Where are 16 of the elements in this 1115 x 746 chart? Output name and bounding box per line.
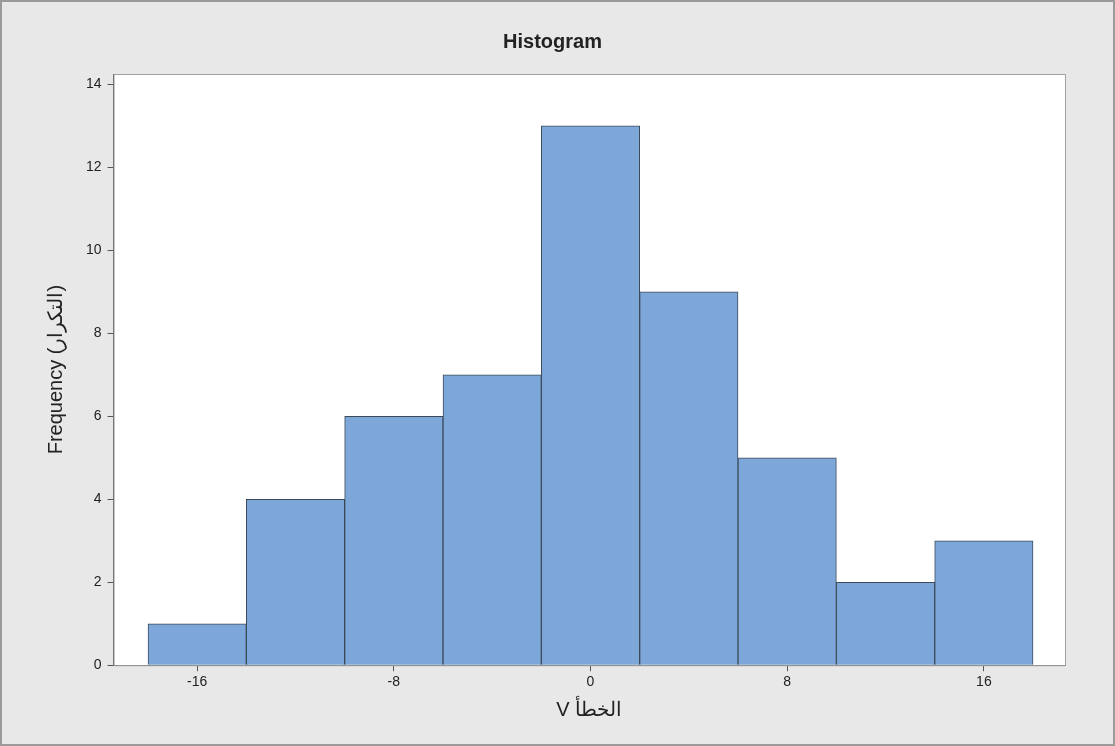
x-tick-label: 0 (586, 673, 595, 690)
x-axis-title: V الخطأ (556, 694, 623, 720)
x-tick-label: 8 (783, 673, 792, 690)
x-tick-label: 16 (976, 673, 992, 690)
y-tick-label: 12 (85, 158, 102, 175)
y-tick-label: 8 (93, 324, 102, 341)
y-tick-label: 4 (93, 490, 102, 507)
y-tick-label: 0 (93, 656, 102, 673)
y-axis-title: Frequency (التكرار) (43, 284, 67, 455)
x-tick-label: -8 (387, 673, 401, 690)
chart-title: Histogram (503, 29, 602, 52)
x-tick-label: -16 (187, 673, 208, 690)
y-tick-label: 14 (85, 75, 102, 92)
y-tick-label: 6 (93, 407, 102, 424)
y-tick-label: 2 (93, 573, 102, 590)
y-tick-label: 10 (85, 241, 102, 258)
